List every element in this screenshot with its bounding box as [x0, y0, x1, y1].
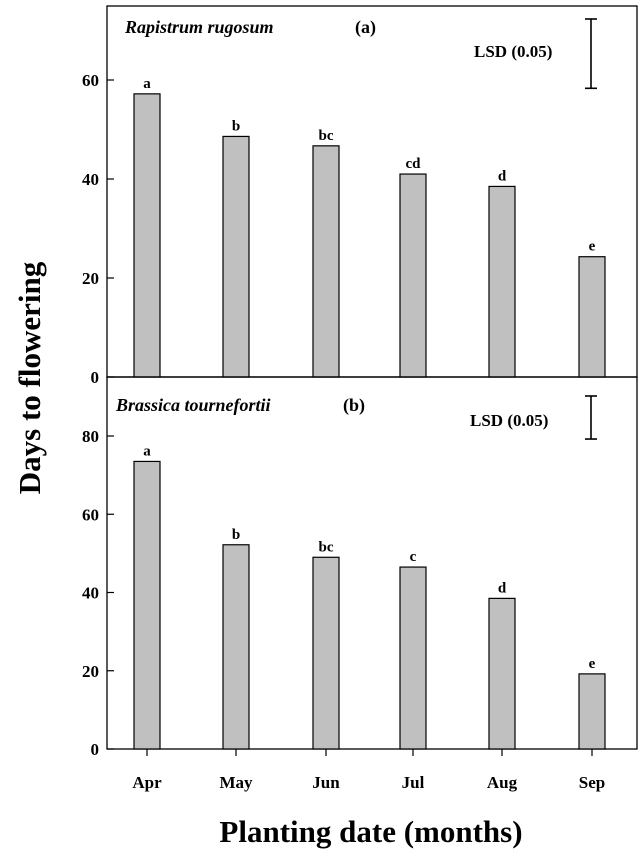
- xtick-label-may: May: [219, 773, 253, 792]
- panel-b-ytick-label-4: 80: [82, 427, 99, 446]
- panel-b-tag: (b): [343, 395, 365, 416]
- panel-a-letter-jun: bc: [319, 128, 334, 144]
- panel-a-ytick-label-1: 20: [82, 269, 99, 288]
- panel-a-bars: a b bc cd d e: [133, 76, 606, 378]
- xtick-label-apr: Apr: [132, 773, 162, 792]
- panel-b-letter-jul: c: [410, 549, 417, 565]
- panel-a-bar-aug: [488, 185, 516, 378]
- panel-a-bar-apr: [133, 93, 161, 378]
- panel-b-ytick-label-3: 60: [82, 505, 99, 524]
- panel-a-ytick-label-3: 60: [82, 71, 99, 90]
- panel-a-lsd-bar: [585, 18, 597, 90]
- panel-a-bar-jun: [312, 145, 340, 378]
- panel-a-letter-jul: cd: [406, 156, 422, 172]
- panel-a-letter-aug: d: [498, 168, 507, 184]
- x-axis-title: Planting date (months): [219, 814, 522, 849]
- panel-b-ytick-label-0: 0: [91, 740, 100, 759]
- panel-a-ticks: 0 20 40 60: [82, 71, 114, 387]
- xtick-label-jun: Jun: [312, 773, 340, 792]
- panel-a-tag: (a): [355, 17, 376, 38]
- xtick-label-sep: Sep: [579, 773, 605, 792]
- panel-a: Rapistrum rugosum (a) LSD (0.05) 0 20 40 60…: [82, 5, 638, 387]
- panel-b-species: Brassica tournefortii: [115, 395, 271, 415]
- panel-a-letter-sep: e: [589, 239, 596, 255]
- panel-b-bar-jul: [399, 566, 427, 750]
- panel-b-ytick-label-1: 20: [82, 662, 99, 681]
- panel-b-frame: [106, 376, 638, 750]
- panel-a-bar-sep: [578, 256, 606, 378]
- panel-b-bar-apr: [133, 460, 161, 750]
- panel-b-letter-sep: e: [589, 656, 596, 672]
- panel-b-bar-aug: [488, 597, 516, 750]
- panel-a-lsd-label: LSD (0.05): [474, 42, 552, 61]
- y-axis-title: Days to flowering: [12, 261, 47, 494]
- panel-b: Brassica tournefortii (b) LSD (0.05) 0 20…: [82, 376, 638, 759]
- panel-a-species: Rapistrum rugosum: [124, 17, 274, 37]
- panel-a-frame: [106, 5, 638, 378]
- panel-b-bar-sep: [578, 673, 606, 750]
- panel-b-bar-jun: [312, 556, 340, 750]
- x-axis: Apr May Jun Jul Aug Sep: [132, 749, 605, 792]
- panel-b-lsd-bar: [585, 395, 597, 440]
- panel-b-letter-may: b: [232, 527, 240, 543]
- panel-a-bar-may: [222, 135, 250, 378]
- panel-a-letter-apr: a: [143, 76, 151, 92]
- panel-b-ticks: 0 20 40 60 80: [82, 427, 114, 759]
- panel-b-lsd-label: LSD (0.05): [470, 411, 548, 430]
- panel-b-ytick-label-2: 40: [82, 584, 99, 603]
- panel-b-letter-apr: a: [143, 443, 151, 459]
- panel-a-bar-jul: [399, 173, 427, 378]
- panel-b-bars: a b bc c d e: [133, 443, 606, 750]
- xtick-label-jul: Jul: [402, 773, 425, 792]
- panel-b-letter-aug: d: [498, 580, 507, 596]
- xtick-label-aug: Aug: [487, 773, 518, 792]
- panel-a-ytick-label-2: 40: [82, 170, 99, 189]
- panel-a-letter-may: b: [232, 118, 240, 134]
- panel-b-bar-may: [222, 544, 250, 750]
- panel-b-letter-jun: bc: [319, 539, 334, 555]
- panel-a-ytick-label-0: 0: [91, 368, 100, 387]
